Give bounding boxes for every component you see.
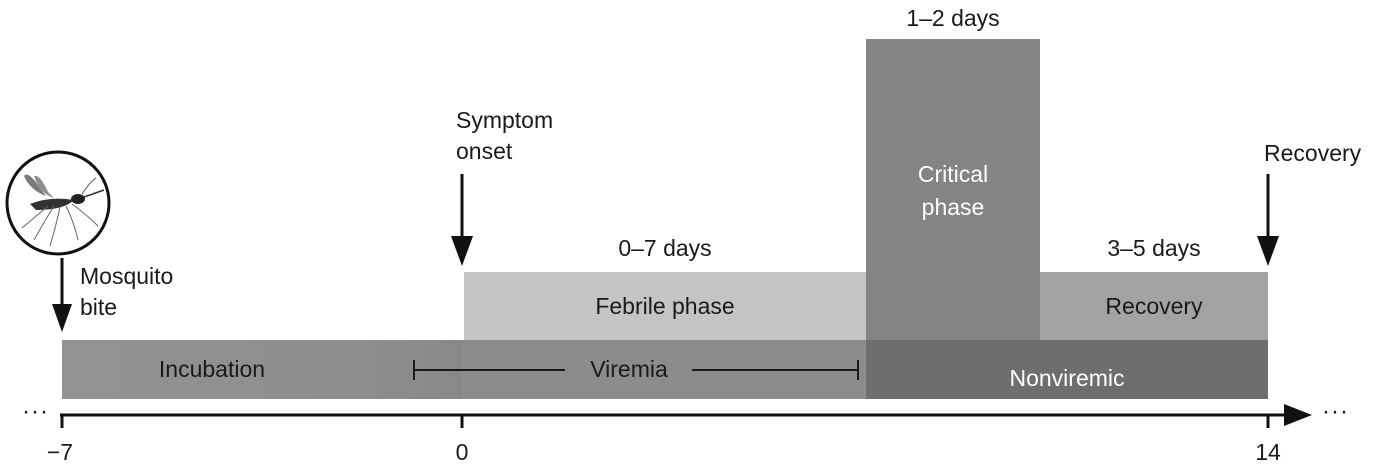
recovery-phase-bar (1040, 272, 1268, 340)
critical-phase-label-line1: Critical (917, 161, 989, 187)
incubation-label: Incubation (158, 356, 266, 382)
mosquito-bite-arrow (52, 258, 72, 332)
axis-ellipsis-left: ··· (22, 398, 49, 425)
symptom-onset-label: Symptom onset (456, 106, 553, 165)
nonviremic-label: Nonviremic (1009, 365, 1125, 391)
febrile-phase-bar (464, 272, 866, 340)
febrile-duration-label: 0–7 days (618, 235, 712, 261)
mosquito-bite-label-line1: Mosquito (80, 263, 174, 289)
tick-label-start: −7 (46, 439, 74, 465)
symptom-onset-label-line1: Symptom (456, 107, 554, 133)
recovery-arrow (1257, 174, 1279, 266)
critical-phase-label-line2: phase (921, 194, 985, 220)
timeline-axis (60, 404, 1312, 428)
nonviremic-bar (866, 340, 1268, 399)
incubation-bar (62, 340, 462, 399)
tick-label-onset: 0 (455, 439, 469, 465)
febrile-phase-label: Febrile phase (595, 293, 735, 319)
mosquito-bite-label-line2: bite (80, 294, 118, 320)
recovery-phase-label: Recovery (1105, 293, 1203, 319)
critical-phase-label: Critical phase (866, 160, 1040, 221)
critical-duration-label: 1–2 days (906, 5, 1000, 31)
symptom-onset-arrow (451, 174, 473, 266)
recovery-event-label: Recovery (1264, 140, 1362, 166)
critical-phase-bar (866, 39, 1040, 340)
viremia-bracket (413, 360, 859, 380)
viremia-label: Viremia (590, 356, 668, 382)
symptom-onset-label-line2: onset (456, 138, 513, 164)
tick-label-end: 14 (1255, 439, 1281, 465)
axis-ellipsis-right: ··· (1322, 398, 1349, 425)
mosquito-bite-label: Mosquito bite (80, 262, 173, 321)
recovery-duration-label: 3–5 days (1107, 235, 1201, 261)
mosquito-icon (5, 150, 111, 256)
